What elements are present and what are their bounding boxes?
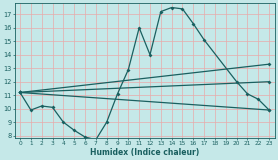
X-axis label: Humidex (Indice chaleur): Humidex (Indice chaleur) (90, 148, 199, 156)
